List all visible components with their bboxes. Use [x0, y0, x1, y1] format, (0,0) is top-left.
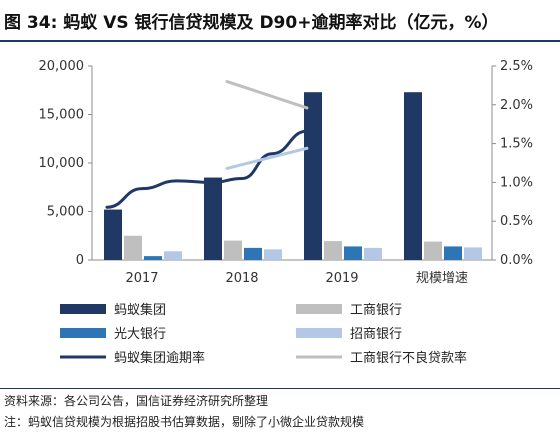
chart-axes — [88, 65, 496, 261]
x-tick-label: 2018 — [225, 271, 258, 286]
bar-2-2 — [344, 246, 362, 260]
bar-0-3 — [404, 92, 422, 260]
source-note: 资料来源：各公司公告，国信证券经济研究所整理 — [4, 394, 269, 408]
line-series-0 — [105, 129, 309, 209]
x-tick-label: 2017 — [125, 271, 158, 286]
bar-1-1 — [224, 240, 242, 260]
line-series-2 — [225, 146, 309, 170]
legend-swatch-3 — [296, 328, 342, 338]
figure-title: 图 34: 蚂蚁 VS 银行信贷规模及 D90+逾期率对比（亿元，%） — [4, 13, 499, 33]
bar-2-0 — [144, 256, 162, 260]
bar-0-2 — [304, 92, 322, 260]
bar-3-3 — [464, 247, 482, 260]
x-tick-label: 2019 — [325, 271, 358, 286]
legend-label-3: 招商银行 — [350, 327, 402, 342]
legend-swatch-2 — [60, 328, 106, 338]
bar-1-3 — [424, 241, 442, 260]
left-tick-label: 20,000 — [39, 59, 85, 74]
bar-1-2 — [324, 241, 342, 260]
legend-label-5: 工商银行不良贷款率 — [350, 350, 467, 366]
right-tick-label: 0.0% — [500, 253, 533, 268]
bar-3-1 — [264, 249, 282, 260]
legend-label-1: 工商银行 — [350, 303, 402, 318]
footnote: 注：蚂蚁信贷规模为根据招股书估算数据，剔除了小微企业贷款规模 — [4, 415, 365, 429]
chart-lines — [105, 80, 309, 209]
line-series-1 — [225, 80, 309, 110]
bar-2-1 — [244, 247, 262, 260]
left-tick-label: 0 — [76, 253, 84, 268]
chart-bars — [104, 92, 482, 260]
bar-2-3 — [444, 246, 462, 260]
legend-label-0: 蚂蚁集团 — [114, 302, 166, 318]
right-tick-label: 1.5% — [500, 137, 533, 152]
figure-title-bar: 图 34: 蚂蚁 VS 银行信贷规模及 D90+逾期率对比（亿元，%） — [0, 0, 560, 42]
legend-swatch-1 — [296, 304, 342, 314]
chart-area: 0 5,000 10,000 15,000 20,000 0.0% 0.5% 1.0% 1.5%… — [39, 59, 534, 366]
bar-0-0 — [104, 209, 122, 260]
legend-label-2: 光大银行 — [114, 327, 166, 342]
x-tick-label: 规模增速 — [416, 271, 468, 286]
left-tick-label: 15,000 — [39, 108, 85, 123]
footer-divider — [0, 388, 560, 389]
bar-3-0 — [164, 251, 182, 260]
legend-swatch-0 — [60, 304, 106, 314]
bar-3-2 — [364, 247, 382, 260]
right-tick-label: 2.5% — [500, 59, 533, 74]
right-tick-label: 0.5% — [500, 214, 533, 229]
left-tick-label: 10,000 — [39, 156, 85, 171]
bar-0-1 — [204, 177, 222, 260]
right-tick-label: 1.0% — [500, 175, 533, 190]
bar-1-0 — [124, 235, 142, 260]
left-tick-label: 5,000 — [47, 205, 84, 220]
legend-label-4: 蚂蚁集团逾期率 — [114, 350, 205, 366]
right-tick-label: 2.0% — [500, 98, 533, 113]
chart-ticks: 0 5,000 10,000 15,000 20,000 0.0% 0.5% 1.0% 1.5%… — [39, 59, 534, 286]
